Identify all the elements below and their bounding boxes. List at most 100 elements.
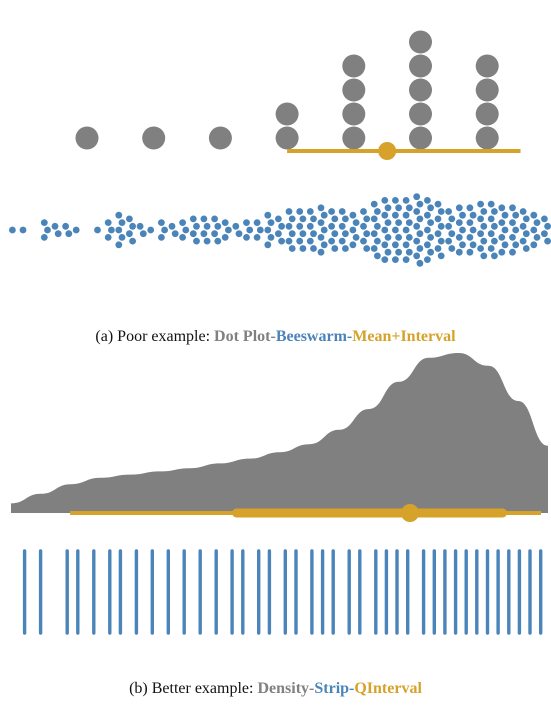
beeswarm-point xyxy=(448,215,456,223)
beeswarm-point xyxy=(477,230,484,238)
beeswarm-point xyxy=(381,211,389,219)
dot-point xyxy=(142,126,166,150)
beeswarm-point xyxy=(455,248,463,256)
beeswarm-point xyxy=(253,234,261,241)
beeswarm-point xyxy=(243,219,250,227)
beeswarm-point xyxy=(267,234,275,241)
median-point xyxy=(401,504,419,522)
beeswarm-point xyxy=(370,230,378,238)
beeswarm-point xyxy=(416,215,424,223)
beeswarm-point xyxy=(256,226,264,234)
dot-point xyxy=(75,126,99,150)
beeswarm-point xyxy=(445,237,452,245)
beeswarm-point xyxy=(405,219,413,227)
beeswarm-point xyxy=(541,215,548,223)
beeswarm-point xyxy=(193,222,200,230)
beeswarm-point xyxy=(437,237,445,245)
beeswarm-point xyxy=(392,241,399,249)
beeswarm-point xyxy=(374,252,381,260)
dot-point xyxy=(342,78,366,102)
beeswarm-point xyxy=(512,226,520,234)
beeswarm-point xyxy=(427,204,434,212)
beeswarm-point xyxy=(306,208,314,215)
beeswarm-point xyxy=(349,241,357,249)
beeswarm-point xyxy=(413,222,421,230)
beeswarm-point xyxy=(434,230,442,238)
beeswarm-point xyxy=(448,230,456,238)
beeswarm-point xyxy=(320,241,328,249)
beeswarm-point xyxy=(434,215,442,223)
dot-point xyxy=(475,126,499,150)
beeswarm-point xyxy=(168,222,176,230)
beeswarm-point xyxy=(487,245,495,252)
beeswarm-point xyxy=(533,219,541,227)
beeswarm-point xyxy=(285,208,293,215)
beeswarm-point xyxy=(342,245,349,252)
beeswarm-point xyxy=(288,230,296,238)
beeswarm-point xyxy=(427,219,434,227)
beeswarm-point xyxy=(129,237,137,245)
beeswarm-point xyxy=(498,248,506,256)
beeswarm-point xyxy=(427,248,434,256)
beeswarm-point xyxy=(384,234,392,241)
beeswarm-point xyxy=(54,230,62,238)
beeswarm-point xyxy=(469,226,477,234)
beeswarm-point xyxy=(115,241,123,249)
beeswarm-point xyxy=(434,245,442,252)
beeswarm-point xyxy=(118,219,126,227)
beeswarm-point xyxy=(299,230,307,238)
beeswarm-point xyxy=(72,226,80,234)
caption-b-prefix: (b) Better example: xyxy=(129,680,258,697)
beeswarm-point xyxy=(459,226,466,234)
dot-point xyxy=(342,126,366,150)
beeswarm-point xyxy=(264,211,272,219)
beeswarm-point xyxy=(509,248,516,256)
beeswarm-point xyxy=(413,208,421,215)
beeswarm-point xyxy=(424,197,431,204)
beeswarm-point xyxy=(509,234,516,241)
beeswarm-point xyxy=(246,226,254,234)
dot-point xyxy=(409,78,432,102)
beeswarm-point xyxy=(402,256,410,263)
beeswarm-point xyxy=(370,215,378,223)
beeswarm-point xyxy=(491,237,498,245)
beeswarm-point xyxy=(480,222,488,230)
caption-b-sep-1: - xyxy=(309,680,315,697)
beeswarm-point xyxy=(179,234,187,241)
beeswarm-point xyxy=(118,234,126,241)
beeswarm-point xyxy=(342,230,349,238)
beeswarm-point xyxy=(392,226,399,234)
beeswarm-point xyxy=(509,219,516,227)
caption-a-prefix: (a) Poor example: xyxy=(95,328,215,345)
beeswarm-point xyxy=(51,222,59,230)
beeswarm-point xyxy=(381,226,389,234)
caption-b-density: Density xyxy=(257,680,310,697)
beeswarm-point xyxy=(455,204,463,212)
beeswarm-point xyxy=(299,215,307,223)
beeswarm-point xyxy=(491,222,498,230)
beeswarm-point xyxy=(544,237,551,245)
beeswarm-point xyxy=(310,230,317,238)
beeswarm-point xyxy=(509,204,516,212)
beeswarm-point xyxy=(424,211,431,219)
beeswarm-point xyxy=(498,234,506,241)
beeswarm-point xyxy=(104,219,112,227)
dot-point xyxy=(409,54,432,78)
beeswarm-point xyxy=(19,226,27,234)
beeswarm-point xyxy=(491,252,498,260)
beeswarm-point xyxy=(424,241,431,249)
beeswarm-point xyxy=(416,245,424,252)
beeswarm xyxy=(9,193,551,267)
beeswarm-point xyxy=(331,245,339,252)
beeswarm-point xyxy=(530,241,538,249)
dot-point xyxy=(409,126,432,150)
beeswarm-point xyxy=(65,230,73,238)
beeswarm-point xyxy=(455,234,463,241)
beeswarm-point xyxy=(349,226,357,234)
mean-interval xyxy=(287,142,521,160)
beeswarm-point xyxy=(530,211,538,219)
strip-plot xyxy=(22,549,543,635)
beeswarm-point xyxy=(459,211,466,219)
beeswarm-point xyxy=(296,237,304,245)
caption-a: (a) Poor example: Dot Plot-Beeswarm-Mean… xyxy=(0,328,551,346)
